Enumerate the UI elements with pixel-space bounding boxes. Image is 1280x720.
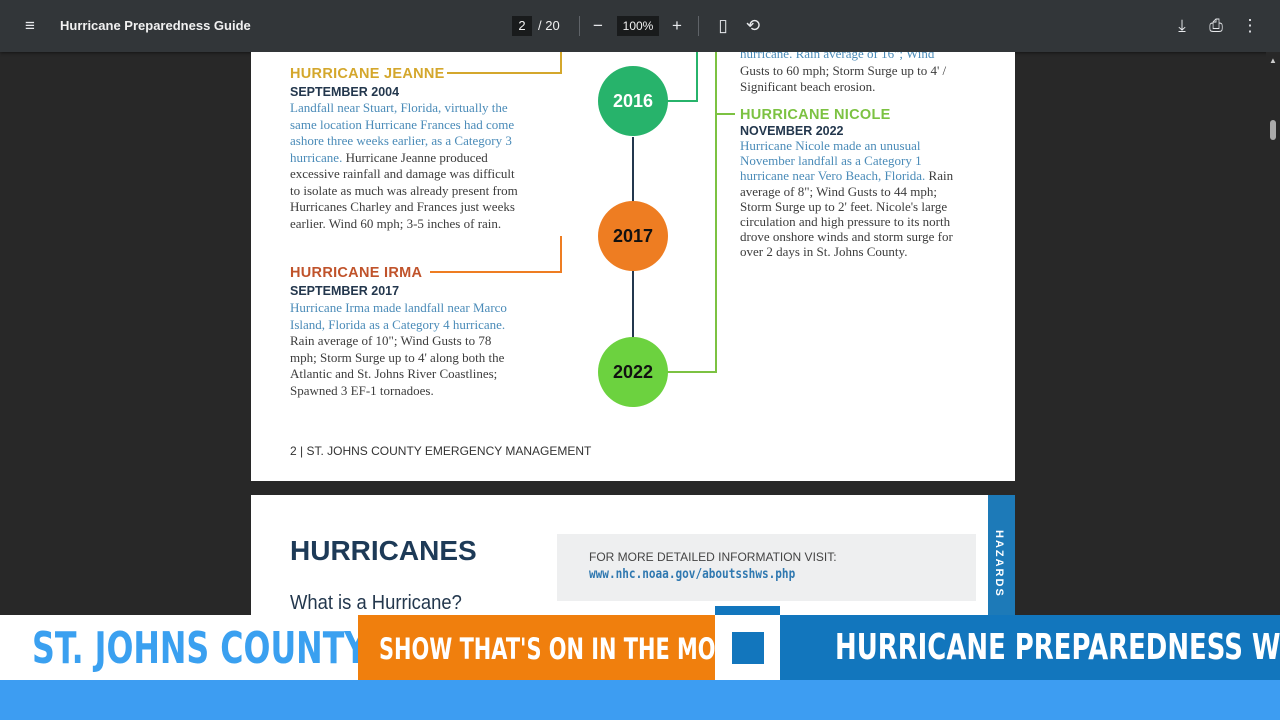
- scroll-up-arrow[interactable]: ▲: [1269, 56, 1277, 65]
- week-text: HURRICANE PREPAREDNESS WEEK: [835, 627, 1280, 668]
- divider: [579, 16, 580, 36]
- jeanne-date: SEPTEMBER 2004: [290, 85, 400, 99]
- page-footer: 2 | ST. JOHNS COUNTY EMERGENCY MANAGEMEN…: [290, 444, 592, 458]
- lower-band: [0, 680, 1280, 720]
- jeanne-connector: [447, 72, 562, 74]
- download-icon[interactable]: ⤓: [1178, 16, 1186, 35]
- fit-page-icon[interactable]: ▯: [718, 16, 728, 35]
- banner-county: ST. JOHNS COUNTY: [0, 615, 367, 680]
- logo-square-icon: [732, 632, 764, 664]
- divider: [698, 16, 699, 36]
- county-text: ST. JOHNS COUNTY: [32, 623, 368, 674]
- irma-description: Hurricane Irma made landfall near Marco …: [290, 300, 520, 399]
- previous-hurricane-fragment: hurricane. Rain average of 16"; Wind Gust…: [740, 52, 965, 96]
- info-label: FOR MORE DETAILED INFORMATION VISIT:: [589, 550, 837, 564]
- fragment-text: Gusts to 60 mph; Storm Surge up to 4' / …: [740, 62, 947, 95]
- nicole-description: Hurricane Nicole made an unusual Novembe…: [740, 138, 958, 260]
- rotate-icon[interactable]: ⟲: [745, 16, 761, 35]
- banner-accent: [715, 606, 780, 616]
- hazards-tab: HAZARDS: [988, 495, 1015, 615]
- nicole-text: Rain average of 8"; Wind Gusts to 44 mph…: [740, 168, 954, 260]
- pdf-toolbar: ≡ Hurricane Preparedness Guide 2 / 20 − …: [0, 0, 1280, 52]
- zoom-input[interactable]: 100%: [617, 16, 659, 36]
- hazards-label: HAZARDS: [993, 530, 1005, 598]
- nicole-heading: HURRICANE NICOLE: [740, 107, 891, 123]
- nicole-date: NOVEMBER 2022: [740, 124, 844, 138]
- scrollbar-thumb[interactable]: [1270, 120, 1276, 140]
- nicole-connector: [715, 52, 717, 373]
- year-bubble-2016: 2016: [598, 66, 668, 136]
- irma-connector: [560, 236, 562, 273]
- zoom-out-button[interactable]: −: [593, 16, 603, 35]
- jeanne-heading: HURRICANE JEANNE: [290, 66, 445, 82]
- irma-text: Rain average of 10"; Wind Gusts to 78 mp…: [290, 333, 505, 398]
- page-number-input[interactable]: 2: [512, 16, 532, 36]
- jeanne-connector: [560, 52, 562, 74]
- banner-week: HURRICANE PREPAREDNESS WEEK: [780, 615, 1280, 680]
- nicole-blue-text: Hurricane Nicole made an unusual Novembe…: [740, 138, 926, 184]
- irma-date: SEPTEMBER 2017: [290, 284, 400, 298]
- document-title: Hurricane Preparedness Guide: [60, 18, 251, 33]
- year-bubble-2017: 2017: [598, 201, 668, 271]
- pdf-page-2: 2016 2017 2022 HURRICANE JEANNE SEPTEMBE…: [251, 52, 1015, 481]
- connector-2016: [661, 100, 697, 102]
- jeanne-blue-text: Landfall near Stuart, Florida, virtually…: [290, 100, 515, 165]
- irma-heading: HURRICANE IRMA: [290, 265, 423, 281]
- banner-show: SHOW THAT'S ON IN THE MORNING: [358, 615, 791, 680]
- jeanne-text: Hurricane Jeanne produced excessive rain…: [290, 149, 518, 231]
- irma-blue-text: Hurricane Irma made landfall near Marco …: [290, 300, 507, 332]
- year-bubble-2022: 2022: [598, 337, 668, 407]
- info-box: FOR MORE DETAILED INFORMATION VISIT: www…: [557, 534, 976, 601]
- banner-logo: [715, 615, 780, 680]
- page-heading: HURRICANES: [290, 535, 477, 566]
- scrollbar[interactable]: ▲: [1266, 52, 1280, 615]
- info-link[interactable]: www.nhc.noaa.gov/aboutsshws.php: [589, 567, 796, 582]
- nicole-connector: [661, 371, 717, 373]
- pdf-page-3: HURRICANES What is a Hurricane? FOR MORE…: [251, 495, 1015, 615]
- connector-2016: [696, 52, 698, 102]
- zoom-in-button[interactable]: +: [672, 16, 682, 35]
- menu-icon[interactable]: ≡: [25, 16, 35, 35]
- page-total: / 20: [538, 18, 560, 33]
- print-icon[interactable]: ⎙: [1209, 16, 1223, 35]
- irma-connector: [430, 271, 562, 273]
- page-subheading: What is a Hurricane?: [290, 592, 462, 614]
- nicole-connector: [715, 113, 735, 115]
- fragment-text: hurricane. Rain average of 16"; Wind: [740, 52, 935, 61]
- jeanne-description: Landfall near Stuart, Florida, virtually…: [290, 100, 525, 232]
- more-options-icon[interactable]: ⋮: [1241, 16, 1259, 35]
